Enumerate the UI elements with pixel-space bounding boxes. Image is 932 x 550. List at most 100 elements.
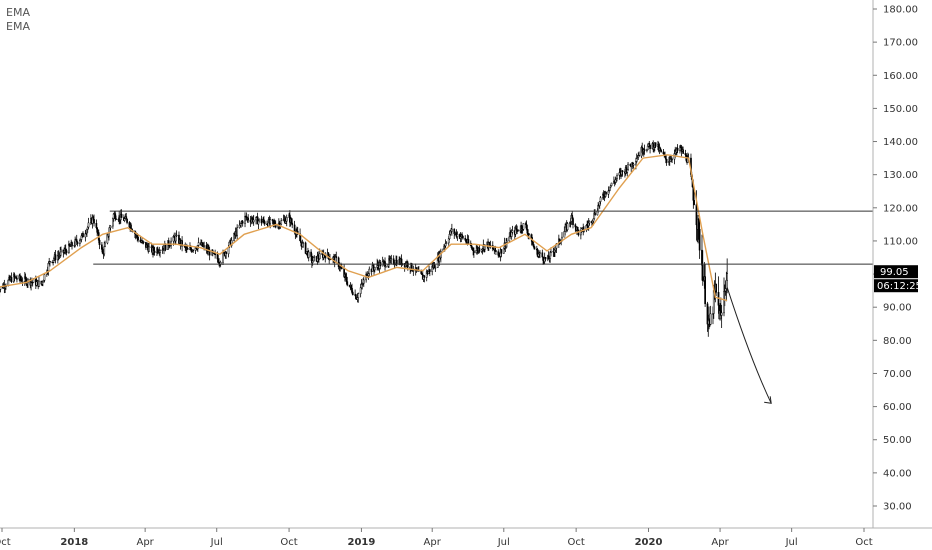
- candle-body: [511, 230, 514, 233]
- horizontal-lines[interactable]: [93, 210, 873, 265]
- y-tick-label: 110.00: [883, 236, 918, 247]
- candle-body: [635, 158, 638, 162]
- candle-body: [98, 239, 101, 246]
- candle-body: [709, 313, 712, 325]
- x-tick-label: 2019: [348, 537, 376, 548]
- candle-body: [43, 274, 46, 281]
- candlestick-series: [0, 140, 728, 337]
- candle-body: [462, 235, 464, 239]
- x-tick-label: Apr: [711, 537, 729, 548]
- candle-body: [423, 275, 426, 278]
- candle-body: [340, 267, 343, 270]
- candle-body: [429, 269, 431, 272]
- candle-body: [214, 253, 216, 256]
- candle-body: [247, 217, 250, 221]
- price-tags: 99.05 06:12:25: [874, 265, 922, 293]
- candle-body: [311, 260, 314, 263]
- candle-body: [550, 251, 552, 253]
- y-tick-label: 150.00: [883, 104, 918, 115]
- candle-body: [104, 242, 106, 247]
- x-tick-label: Oct: [280, 537, 297, 548]
- candle-body: [170, 240, 172, 246]
- candle-body: [109, 225, 112, 229]
- candle-body: [236, 227, 239, 236]
- x-tick-label: Jul: [497, 537, 510, 548]
- candle-body: [313, 256, 316, 258]
- candle-body: [115, 218, 117, 220]
- candle-body: [671, 158, 673, 161]
- candle-body: [456, 234, 459, 237]
- candle-body: [594, 212, 596, 216]
- candle-body: [412, 270, 415, 272]
- candle-body: [280, 220, 283, 225]
- candle-body: [676, 147, 679, 151]
- candle-body: [87, 222, 90, 228]
- candle-body: [621, 170, 624, 173]
- candle-body: [197, 242, 200, 246]
- candle-body: [406, 262, 409, 268]
- y-tick-label: 160.00: [883, 71, 918, 82]
- candle-body: [566, 223, 569, 231]
- candle-body: [632, 163, 635, 166]
- y-tick-label: 180.00: [883, 5, 918, 16]
- candle-body: [654, 142, 657, 147]
- ema-line: [0, 154, 728, 302]
- candle-body: [384, 266, 387, 268]
- candle-body: [473, 250, 475, 254]
- candle-body: [318, 253, 321, 260]
- candle-body: [269, 219, 272, 224]
- price-axis[interactable]: 180.00 170.00 160.00 150.00 140.00 130.00 120.…: [872, 0, 918, 528]
- countdown-tag: [874, 279, 918, 293]
- candle-body: [362, 279, 365, 284]
- candle-body: [627, 163, 629, 170]
- candle-body: [451, 228, 453, 232]
- last-price-tag: [874, 265, 918, 279]
- candle-body: [351, 292, 354, 295]
- x-tick-label: Apr: [136, 537, 154, 548]
- candle-body: [664, 155, 667, 160]
- candle-body: [21, 281, 24, 283]
- y-tick-label: 70.00: [883, 369, 912, 380]
- candle-body: [599, 197, 602, 202]
- y-tick-label: 80.00: [883, 336, 912, 347]
- candle-body: [522, 223, 525, 230]
- candle-body: [300, 240, 302, 243]
- candle-body: [302, 242, 305, 244]
- candle-body: [616, 175, 618, 179]
- candle-body: [610, 182, 613, 186]
- x-tick-label: Jul: [785, 537, 798, 548]
- candle-body: [478, 247, 481, 252]
- candle-body: [263, 221, 266, 225]
- time-axis[interactable]: Oct 2018 Apr Jul Oct 2019 Apr Jul Oct 2020 Apr Jul O…: [0, 527, 932, 548]
- candle-body: [335, 256, 338, 259]
- candle-body: [203, 245, 205, 247]
- candle-body: [390, 258, 393, 260]
- y-tick-label: 40.00: [883, 468, 912, 479]
- candle-body: [79, 240, 81, 245]
- candle-body: [71, 242, 73, 247]
- candle-body: [126, 218, 128, 223]
- candle-body: [142, 241, 145, 243]
- candle-body: [665, 158, 668, 163]
- y-tick-label: 60.00: [883, 402, 912, 413]
- candle-body: [65, 250, 68, 254]
- y-tick-label: 140.00: [883, 137, 918, 148]
- x-tick-label: Apr: [424, 537, 442, 548]
- candle-body: [346, 281, 349, 286]
- ema-series: [0, 154, 728, 302]
- candle-body: [506, 240, 508, 243]
- candle-body: [307, 251, 310, 258]
- candle-body: [541, 252, 544, 258]
- candle-body: [643, 149, 646, 151]
- y-tick-label: 170.00: [883, 38, 918, 49]
- ema-label-2: EMA: [6, 20, 30, 33]
- candle-body: [693, 200, 695, 205]
- x-tick-label: Jul: [210, 537, 223, 548]
- projection-arrow[interactable]: [726, 287, 772, 404]
- candle-body: [649, 144, 651, 149]
- candle-body: [241, 221, 244, 224]
- last-price-text: 99.05: [880, 267, 909, 278]
- x-tick-label: Oct: [567, 537, 584, 548]
- ema-label-1: EMA: [6, 6, 30, 19]
